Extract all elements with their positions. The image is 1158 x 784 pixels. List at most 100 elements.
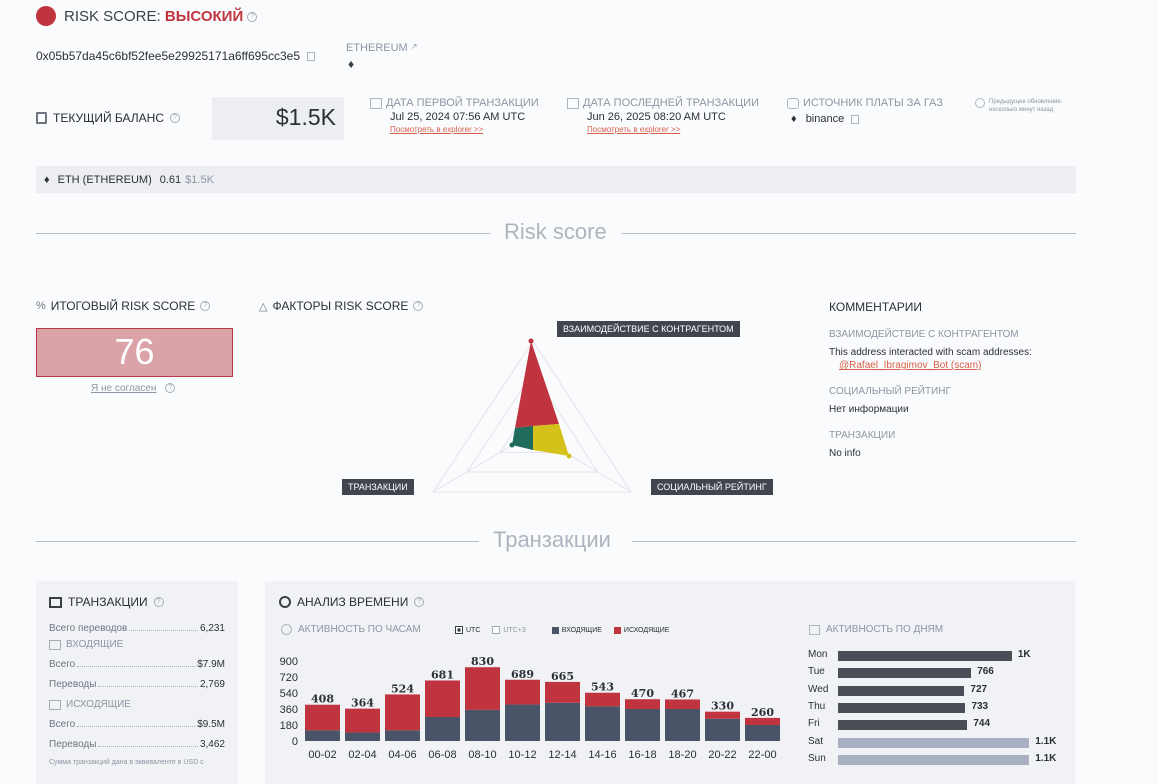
bar-outgoing[interactable] [425, 680, 460, 717]
utc-toggle[interactable]: UTC [455, 626, 480, 634]
wallet-address: 0x05b57da45c6bf52fee5e29925171a6ff695cc3… [36, 49, 315, 63]
comment-counterparty-text: This address interacted with scam addres… [829, 347, 1076, 358]
legend-swatch-incoming [552, 627, 559, 634]
bar-incoming[interactable] [305, 730, 340, 741]
bar-total-label: 260 [751, 706, 774, 719]
bar-incoming[interactable] [465, 710, 500, 741]
help-icon[interactable]: ? [414, 597, 424, 607]
x-tick-label: 02-04 [348, 749, 376, 761]
refresh-note[interactable]: Предыдущее обновление: несколько минут н… [975, 98, 1062, 114]
bar-incoming[interactable] [505, 705, 540, 741]
bar-total-label: 467 [671, 687, 694, 700]
ethereum-icon: ♦ [348, 57, 354, 71]
day-value: 733 [971, 701, 988, 712]
bar-incoming[interactable] [545, 703, 580, 741]
legend-incoming: ВХОДЯЩИЕ [552, 627, 602, 634]
gas-pump-icon [787, 98, 799, 109]
refresh-icon[interactable] [975, 98, 985, 108]
day-bar[interactable] [838, 686, 964, 696]
bar-outgoing[interactable] [625, 699, 660, 709]
bar-total-label: 524 [391, 682, 414, 695]
calendar-icon [567, 98, 579, 109]
bar-incoming[interactable] [345, 733, 380, 741]
daily-label: АКТИВНОСТЬ ПО ДНЯМ [809, 624, 943, 635]
bar-incoming[interactable] [625, 709, 660, 741]
bar-total-label: 364 [351, 697, 374, 710]
daily-activity-chart: Mon 1K Tue 766 Wed 727 Thu 733 Fri 744 Sat 1.1K Sun 1… [805, 648, 1075, 768]
disagree-link[interactable]: Я не согласен [91, 383, 156, 394]
comment-tx-title: ТРАНЗАКЦИИ [829, 430, 1076, 441]
ethereum-icon: ♦ [791, 113, 797, 125]
scam-address-link[interactable]: @Rafael_Ibragimov_Bot (scam) [839, 360, 1076, 371]
external-link-icon[interactable]: ↗ [411, 42, 418, 51]
first-tx-explorer-link[interactable]: Посмотреть в explorer >> [390, 125, 539, 134]
transfer-icon [49, 597, 62, 608]
day-label: Sun [808, 753, 826, 764]
tx-stats: Всего переводов 6,231 ВХОДЯЩИЕ Всего $7.9M… [49, 623, 225, 766]
bar-total-label: 330 [711, 700, 734, 713]
day-bar[interactable] [838, 738, 1029, 748]
bar-incoming[interactable] [705, 719, 740, 741]
radar-area-social [533, 424, 569, 456]
help-icon[interactable]: ? [247, 12, 257, 22]
balance-value: $1.5K [212, 104, 336, 131]
risk-level: ВЫСОКИЙ [165, 8, 243, 25]
hourly-label-text: АКТИВНОСТЬ ПО ЧАСАМ [298, 624, 421, 635]
triangle-icon: △ [259, 300, 267, 313]
day-bar[interactable] [838, 755, 1029, 765]
copy-icon[interactable] [851, 115, 859, 124]
refresh-note-line1: Предыдущее обновление: [989, 98, 1062, 106]
x-tick-label: 04-06 [388, 749, 416, 761]
day-value: 1.1K [1035, 736, 1056, 747]
last-tx-value: Jun 26, 2025 08:20 AM UTC [587, 111, 759, 123]
bar-incoming[interactable] [745, 725, 780, 741]
help-icon[interactable]: ? [154, 597, 164, 607]
bar-incoming[interactable] [585, 706, 620, 741]
network-label[interactable]: ETHEREUM ↗ [346, 42, 418, 54]
bar-outgoing[interactable] [705, 712, 740, 719]
bar-outgoing[interactable] [465, 667, 500, 710]
risk-label: RISK SCORE: [64, 8, 161, 25]
utc3-toggle[interactable]: UTC+3 [492, 626, 525, 634]
bar-outgoing[interactable] [585, 693, 620, 707]
comment-counterparty-title: ВЗАИМОДЕЙСТВИЕ С КОНТРАГЕНТОМ [829, 329, 1076, 340]
refresh-note-line2: несколько минут назад [989, 106, 1062, 114]
bar-incoming[interactable] [385, 730, 420, 741]
y-tick-label: 360 [280, 704, 298, 716]
radio-checked-icon[interactable] [455, 626, 463, 634]
help-icon[interactable]: ? [165, 383, 175, 393]
x-tick-label: 12-14 [548, 749, 576, 761]
radio-icon[interactable] [492, 626, 500, 634]
first-tx-block: ДАТА ПЕРВОЙ ТРАНЗАКЦИИ Jul 25, 2024 07:5… [370, 97, 539, 134]
tx-section-title: Транзакции [493, 527, 611, 553]
bar-outgoing[interactable] [505, 680, 540, 705]
help-icon[interactable]: ? [200, 301, 210, 311]
bar-outgoing[interactable] [305, 705, 340, 731]
bar-outgoing[interactable] [345, 709, 380, 733]
bar-outgoing[interactable] [745, 718, 780, 725]
risk-score-value: 76 [36, 331, 233, 373]
day-bar[interactable] [838, 651, 1012, 661]
day-label: Fri [808, 718, 820, 729]
stat-total-transfers: Всего переводов 6,231 [49, 623, 225, 634]
help-icon[interactable]: ? [170, 113, 180, 123]
day-bar[interactable] [838, 703, 965, 713]
help-icon[interactable]: ? [413, 301, 423, 311]
bar-incoming[interactable] [665, 709, 700, 741]
last-tx-explorer-link[interactable]: Посмотреть в explorer >> [587, 125, 759, 134]
first-tx-value: Jul 25, 2024 07:56 AM UTC [390, 111, 539, 123]
incoming-header: ВХОДЯЩИЕ [49, 639, 225, 650]
asset-row[interactable]: ♦ ETH (ETHEREUM) 0.61 $1.5K [36, 166, 1076, 193]
bar-outgoing[interactable] [665, 699, 700, 709]
day-bar[interactable] [838, 720, 967, 730]
x-tick-label: 14-16 [588, 749, 616, 761]
bar-outgoing[interactable] [545, 682, 580, 703]
day-bar[interactable] [838, 668, 971, 678]
daily-label-text: АКТИВНОСТЬ ПО ДНЯМ [826, 624, 943, 635]
bar-outgoing[interactable] [385, 694, 420, 730]
tx-panel-header: ТРАНЗАКЦИИ ? [49, 595, 164, 609]
bar-incoming[interactable] [425, 717, 460, 741]
day-label: Tue [808, 666, 825, 677]
tx-panel-title: ТРАНЗАКЦИИ [68, 595, 148, 609]
copy-icon[interactable] [307, 52, 315, 61]
